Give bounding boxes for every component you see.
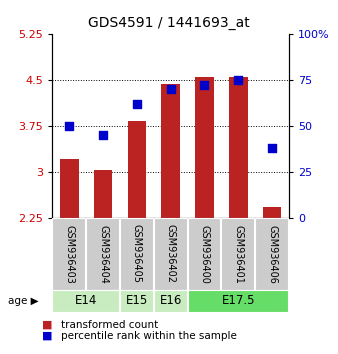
Point [67,123,72,129]
Text: GSM936406: GSM936406 [267,224,277,284]
Point [236,77,241,82]
Text: E14: E14 [75,295,97,307]
Text: E15: E15 [126,295,148,307]
Point [134,101,140,107]
Text: transformed count: transformed count [61,320,158,330]
Text: ■: ■ [42,331,53,341]
Bar [94,171,113,218]
Text: age ▶: age ▶ [8,296,39,306]
Text: GSM936401: GSM936401 [233,224,243,284]
Bar [128,121,146,218]
Point [100,132,106,138]
Bar [162,84,180,218]
Point [269,145,275,150]
Text: GSM936405: GSM936405 [132,224,142,284]
Point [168,86,173,92]
Text: GSM936404: GSM936404 [98,224,108,284]
Text: GDS4591 / 1441693_at: GDS4591 / 1441693_at [88,16,250,30]
Text: GSM936402: GSM936402 [166,224,176,284]
Text: percentile rank within the sample: percentile rank within the sample [61,331,237,341]
Text: ■: ■ [42,320,53,330]
Text: E16: E16 [160,295,182,307]
Point [202,82,207,88]
Bar [195,76,214,218]
Bar [263,207,281,218]
Text: E17.5: E17.5 [221,295,255,307]
Text: GSM936400: GSM936400 [199,224,210,284]
Text: GSM936403: GSM936403 [64,224,74,284]
Bar [229,77,247,218]
Bar [60,159,78,218]
